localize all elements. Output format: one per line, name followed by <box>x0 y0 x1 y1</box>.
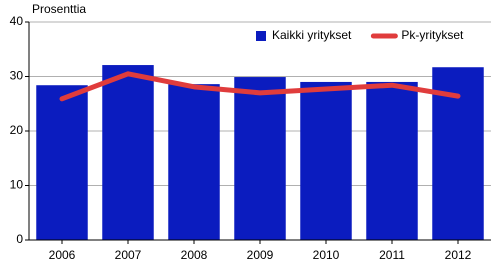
bar <box>36 85 88 240</box>
bar <box>234 77 286 240</box>
x-tick-label: 2008 <box>181 248 208 262</box>
bar <box>102 65 154 241</box>
y-tick-label: 20 <box>10 123 24 137</box>
bar <box>300 81 352 240</box>
x-tick-label: 2009 <box>247 248 274 262</box>
x-tick-label: 2006 <box>49 248 76 262</box>
legend-label: Kaikki yritykset <box>272 28 352 42</box>
y-tick-label: 10 <box>10 178 24 192</box>
x-tick-label: 2010 <box>313 248 340 262</box>
y-tick-label: 30 <box>10 69 24 83</box>
x-tick-label: 2011 <box>379 248 405 262</box>
bar <box>366 81 418 240</box>
y-tick-label: 0 <box>16 232 23 246</box>
y-axis-label: Prosenttia <box>32 2 86 16</box>
x-tick-label: 2007 <box>115 248 142 262</box>
legend-swatch <box>256 31 266 41</box>
line <box>59 71 461 102</box>
legend-label: Pk-yritykset <box>401 28 464 42</box>
y-tick-label: 40 <box>10 14 24 28</box>
x-tick-label: 2012 <box>445 248 472 262</box>
bar <box>168 84 220 240</box>
